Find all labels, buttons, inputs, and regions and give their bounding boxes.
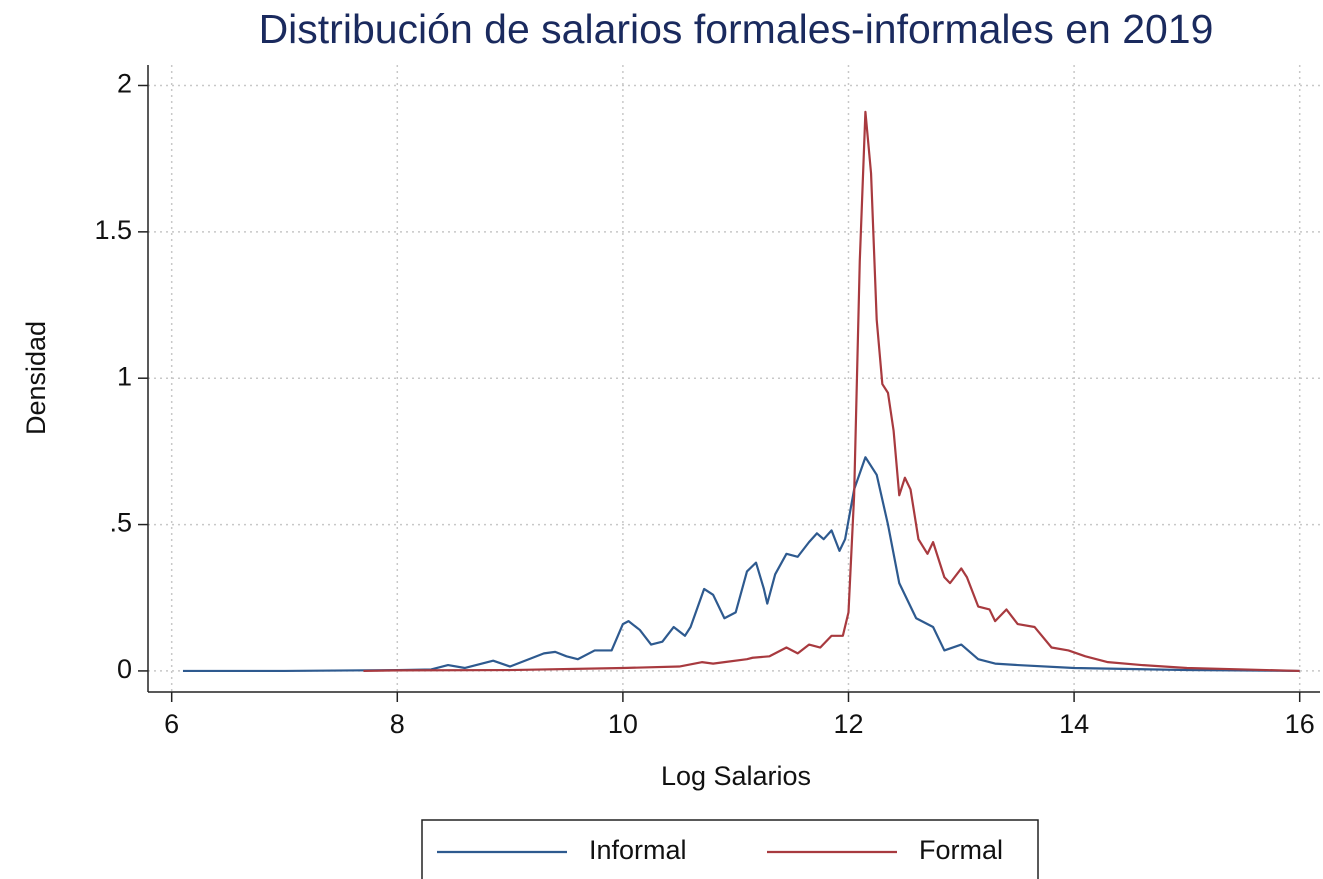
legend-label: Informal bbox=[589, 835, 687, 865]
chart-title: Distribución de salarios formales-inform… bbox=[259, 6, 1214, 52]
x-tick-label: 8 bbox=[390, 709, 405, 739]
y-axis-label: Densidad bbox=[21, 321, 51, 435]
y-tick-label: .5 bbox=[109, 508, 132, 538]
legend-box bbox=[421, 819, 1039, 879]
y-tick-label: 0 bbox=[117, 654, 132, 684]
y-tick-label: 2 bbox=[117, 69, 132, 99]
y-tick-label: 1.5 bbox=[94, 215, 132, 245]
series-line bbox=[182, 456, 1300, 673]
x-tick-label: 12 bbox=[833, 709, 863, 739]
series-line bbox=[363, 110, 1300, 673]
x-axis-label: Log Salarios bbox=[661, 761, 811, 791]
x-tick-label: 14 bbox=[1059, 709, 1089, 739]
legend-label: Formal bbox=[919, 835, 1003, 865]
x-tick-label: 6 bbox=[164, 709, 179, 739]
x-tick-label: 10 bbox=[608, 709, 638, 739]
x-tick-label: 16 bbox=[1285, 709, 1315, 739]
y-tick-label: 1 bbox=[117, 361, 132, 391]
